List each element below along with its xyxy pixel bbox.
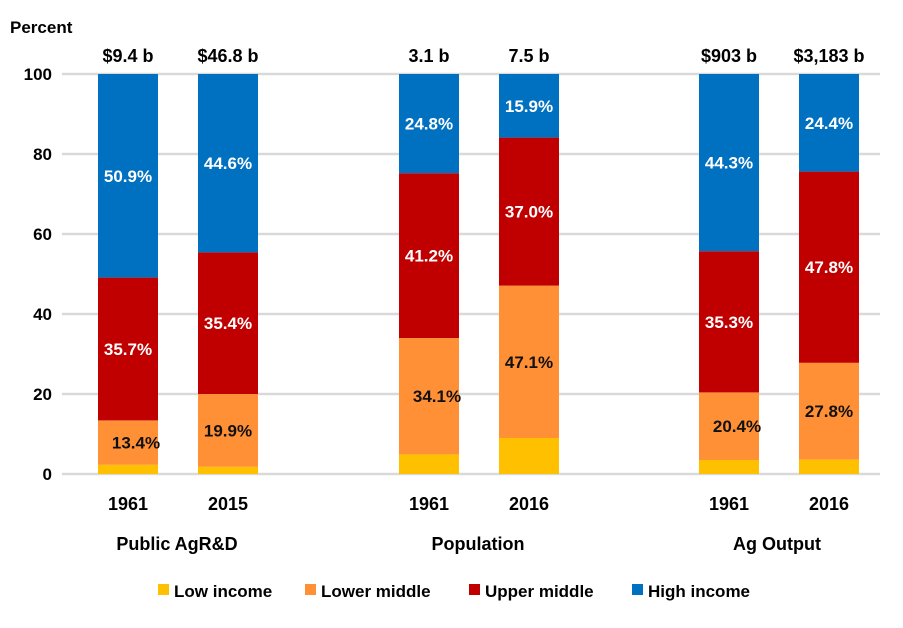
legend-label: Lower middle — [321, 582, 431, 601]
bar-segment-high — [499, 74, 559, 138]
bar-total-label: $46.8 b — [197, 46, 258, 66]
x-tick-label: 2016 — [809, 494, 849, 514]
bar-segment-lower — [799, 362, 859, 460]
bar-total-label: $903 b — [701, 46, 757, 66]
y-tick-label: 0 — [43, 465, 52, 484]
data-label: 41.2% — [405, 247, 453, 266]
data-label: 27.8% — [805, 402, 853, 421]
group-label: Ag Output — [733, 534, 821, 554]
x-tick-label: 1961 — [409, 494, 449, 514]
bar-segment-lower — [399, 338, 459, 455]
bar-segment-upper — [499, 137, 559, 286]
bar-segment-lower — [98, 420, 158, 465]
data-label: 15.9% — [505, 97, 553, 116]
group-label: Population — [432, 534, 525, 554]
data-label: 50.9% — [104, 167, 152, 186]
group-label: Public AgR&D — [116, 534, 237, 554]
bar-segment-lower — [499, 285, 559, 438]
bar-total-label: $9.4 b — [102, 46, 153, 66]
bar-segment-high — [198, 74, 258, 253]
data-label: 44.6% — [204, 154, 252, 173]
bar-segment-lower — [198, 394, 258, 467]
bar-total-label: $3,183 b — [793, 46, 864, 66]
bar-segment-low — [98, 464, 158, 474]
bar-total-label: 7.5 b — [508, 46, 549, 66]
data-label: 24.8% — [405, 115, 453, 134]
legend-swatch-low — [158, 584, 169, 595]
legend-swatch-upper — [469, 584, 480, 595]
data-label: 35.7% — [104, 340, 152, 359]
y-tick-label: 80 — [33, 145, 52, 164]
data-label: 37.0% — [505, 203, 553, 222]
bar-segment-high — [799, 74, 859, 172]
y-axis-label: Percent — [10, 18, 73, 37]
data-label: 35.3% — [705, 313, 753, 332]
legend-swatch-lower — [305, 584, 316, 595]
data-label: 20.4% — [713, 417, 761, 436]
x-tick-label: 1961 — [108, 494, 148, 514]
bar-segment-high — [98, 74, 158, 278]
bar-segment-upper — [98, 277, 158, 421]
bar-segment-high — [399, 74, 459, 174]
y-tick-label: 40 — [33, 305, 52, 324]
bar-total-label: 3.1 b — [408, 46, 449, 66]
bar-segment-upper — [198, 252, 258, 394]
x-tick-label: 1961 — [709, 494, 749, 514]
x-tick-label: 2016 — [509, 494, 549, 514]
data-label: 47.8% — [805, 258, 853, 277]
data-label: 19.9% — [204, 421, 252, 440]
bar-segment-low — [399, 454, 459, 474]
bar-segment-upper — [399, 173, 459, 338]
bar-segment-low — [699, 460, 759, 474]
data-label: 24.4% — [805, 114, 853, 133]
legend-label: High income — [648, 582, 750, 601]
data-label: 47.1% — [505, 353, 553, 372]
bar-segment-low — [499, 438, 559, 474]
bar-segment-upper — [699, 251, 759, 393]
legend-label: Upper middle — [485, 582, 594, 601]
x-tick-label: 2015 — [208, 494, 248, 514]
bar-segment-low — [198, 466, 258, 474]
y-tick-label: 20 — [33, 385, 52, 404]
data-label: 13.4% — [112, 434, 160, 453]
bar-segment-high — [699, 74, 759, 252]
data-label: 44.3% — [705, 154, 753, 173]
data-label: 34.1% — [413, 387, 461, 406]
bar-segment-lower — [699, 392, 759, 460]
y-tick-label: 60 — [33, 225, 52, 244]
y-tick-label: 100 — [24, 65, 52, 84]
bar-segment-low — [799, 459, 859, 474]
bar-segment-upper — [799, 171, 859, 363]
data-label: 35.4% — [204, 314, 252, 333]
legend-label: Low income — [174, 582, 272, 601]
legend-swatch-high — [632, 584, 643, 595]
